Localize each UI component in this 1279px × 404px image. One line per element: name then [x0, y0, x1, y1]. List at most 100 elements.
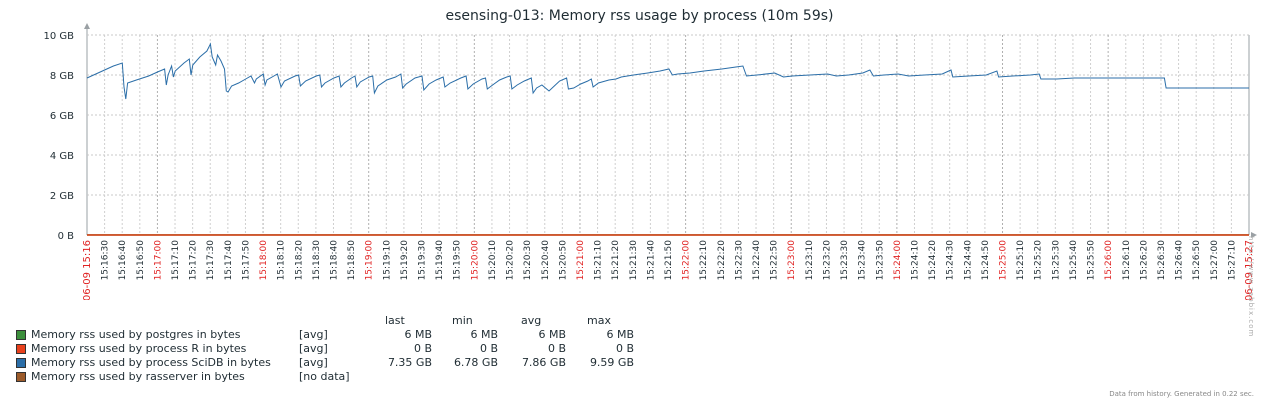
legend-func: [avg] [299, 356, 328, 369]
legend-min: 6 MB [470, 328, 498, 341]
y-axis-ticks: 10 GB 8 GB 6 GB 4 GB 2 GB 0 B [43, 31, 74, 242]
legend-last: 6 MB [404, 328, 432, 341]
x-tick-label: 15:24:10 [910, 240, 920, 281]
x-tick-label: 15:23:40 [858, 240, 868, 281]
legend-label: Memory rss used by rasserver in bytes [31, 370, 245, 383]
legend-avg: 6 MB [538, 328, 566, 341]
legend-max: 0 B [615, 342, 634, 355]
x-tick-label: 15:20:50 [558, 240, 568, 281]
x-tick-label: 15:20:00 [470, 240, 480, 281]
x-tick-label: 15:26:10 [1122, 240, 1132, 281]
x-tick-label: 15:27:10 [1227, 240, 1237, 281]
x-tick-label: 15:19:10 [382, 240, 392, 281]
x-tick-label: 15:26:00 [1104, 240, 1114, 281]
y-tick-label: 8 GB [50, 71, 74, 82]
x-tick-label: 15:16:30 [101, 240, 111, 281]
x-tick-label: 15:21:50 [664, 240, 674, 281]
legend-header-last: last [385, 314, 405, 327]
x-tick-label: 15:20:30 [523, 240, 533, 281]
legend-max: 6 MB [606, 328, 634, 341]
x-tick-label: 15:20:40 [541, 240, 551, 281]
x-tick-label: 15:25:50 [1087, 240, 1097, 281]
y-axis-arrow [84, 23, 90, 29]
y-tick-label: 0 B [58, 231, 75, 242]
x-tick-label: 15:17:40 [224, 240, 234, 281]
x-tick-label: 15:21:10 [594, 240, 604, 281]
x-tick-label: 15:16:50 [136, 240, 146, 281]
x-tick-label: 15:18:50 [347, 240, 357, 281]
legend-avg: 0 B [547, 342, 566, 355]
x-tick-label: 15:19:20 [400, 240, 410, 281]
x-tick-label: 15:26:40 [1175, 240, 1185, 281]
x-tick-label: 15:24:30 [946, 240, 956, 281]
x-tick-label: 15:22:00 [682, 240, 692, 281]
chart-title: esensing-013: Memory rss usage by proces… [445, 8, 834, 24]
legend-label: Memory rss used by process SciDB in byte… [31, 356, 271, 369]
x-tick-label: 15:17:30 [206, 240, 216, 281]
legend-header-avg: avg [521, 314, 542, 327]
series-line-2 [86, 42, 1249, 100]
x-tick-label: 15:25:20 [1034, 240, 1044, 281]
x-tick-label: 15:25:00 [999, 240, 1009, 281]
x-tick-label: 15:18:40 [329, 240, 339, 281]
y-tick-label: 4 GB [50, 151, 74, 162]
zabbix-watermark: http://www.zabbix.com [1247, 236, 1255, 338]
legend-func: [avg] [299, 342, 328, 355]
x-tick-label: 15:22:10 [699, 240, 709, 281]
x-tick-label: 15:27:00 [1210, 240, 1220, 281]
x-tick-label: 15:18:30 [312, 240, 322, 281]
legend-max: 9.59 GB [589, 356, 634, 369]
x-tick-label: 15:21:40 [646, 240, 656, 281]
x-tick-label: 15:23:00 [787, 240, 797, 281]
x-tick-label: 15:19:40 [435, 240, 445, 281]
x-tick-label: 15:24:50 [981, 240, 991, 281]
x-tick-label: 15:22:30 [734, 240, 744, 281]
x-tick-label: 15:26:30 [1157, 240, 1167, 281]
x-tick-label: 15:19:50 [453, 240, 463, 281]
x-tick-label: 15:17:50 [241, 240, 251, 281]
generation-footer: Data from history. Generated in 0.22 sec… [1109, 390, 1254, 398]
y-tick-label: 6 GB [50, 111, 74, 122]
x-tick-label: 15:23:30 [840, 240, 850, 281]
x-tick-label: 15:16:40 [118, 240, 128, 281]
x-tick-label: 15:22:40 [752, 240, 762, 281]
y-tick-label: 10 GB [43, 31, 74, 42]
x-tick-label: 15:22:20 [717, 240, 727, 281]
x-tick-label: 15:21:20 [611, 240, 621, 281]
x-tick-label: 15:21:00 [576, 240, 586, 281]
x-tick-label: 15:23:10 [805, 240, 815, 281]
legend-min: 6.78 GB [453, 356, 498, 369]
chart-series [86, 42, 1249, 236]
x-tick-label: 15:18:00 [259, 240, 269, 281]
legend-label: Memory rss used by postgres in bytes [31, 328, 241, 341]
x-tick-label: 15:21:30 [629, 240, 639, 281]
legend-swatch [16, 372, 26, 382]
x-tick-label: 06-09 15:16 [82, 240, 93, 300]
y-tick-label: 2 GB [50, 191, 74, 202]
x-tick-label: 15:23:20 [822, 240, 832, 281]
x-axis-ticks: 06-09 15:16 15:16:30 15:16:40 15:16:50 15:17… [82, 240, 1255, 300]
x-tick-label: 15:18:10 [277, 240, 287, 281]
x-tick-label: 15:20:20 [506, 240, 516, 281]
x-tick-label: 15:17:00 [153, 240, 163, 281]
legend-last: 7.35 GB [387, 356, 432, 369]
x-tick-label: 15:17:20 [189, 240, 199, 281]
x-tick-label: 15:17:10 [171, 240, 181, 281]
x-tick-label: 15:26:20 [1139, 240, 1149, 281]
x-tick-label: 15:25:10 [1016, 240, 1026, 281]
x-tick-label: 15:25:40 [1069, 240, 1079, 281]
x-tick-label: 15:26:50 [1192, 240, 1202, 281]
legend-swatch [16, 358, 26, 368]
legend-header-min: min [452, 314, 473, 327]
legend-label: Memory rss used by process R in bytes [31, 342, 247, 355]
x-tick-label: 15:23:50 [875, 240, 885, 281]
legend-swatch [16, 344, 26, 354]
legend-avg: 7.86 GB [521, 356, 566, 369]
x-tick-label: 15:18:20 [294, 240, 304, 281]
x-tick-label: 15:22:50 [770, 240, 780, 281]
x-tick-label: 15:19:30 [418, 240, 428, 281]
memory-line-chart: 10 GB 8 GB 6 GB 4 GB 2 GB 0 B 06-09 15:16 15:1… [43, 23, 1257, 300]
x-tick-label: 15:25:30 [1051, 240, 1061, 281]
x-tick-label: 15:19:00 [365, 240, 375, 281]
x-tick-label: 15:24:40 [963, 240, 973, 281]
